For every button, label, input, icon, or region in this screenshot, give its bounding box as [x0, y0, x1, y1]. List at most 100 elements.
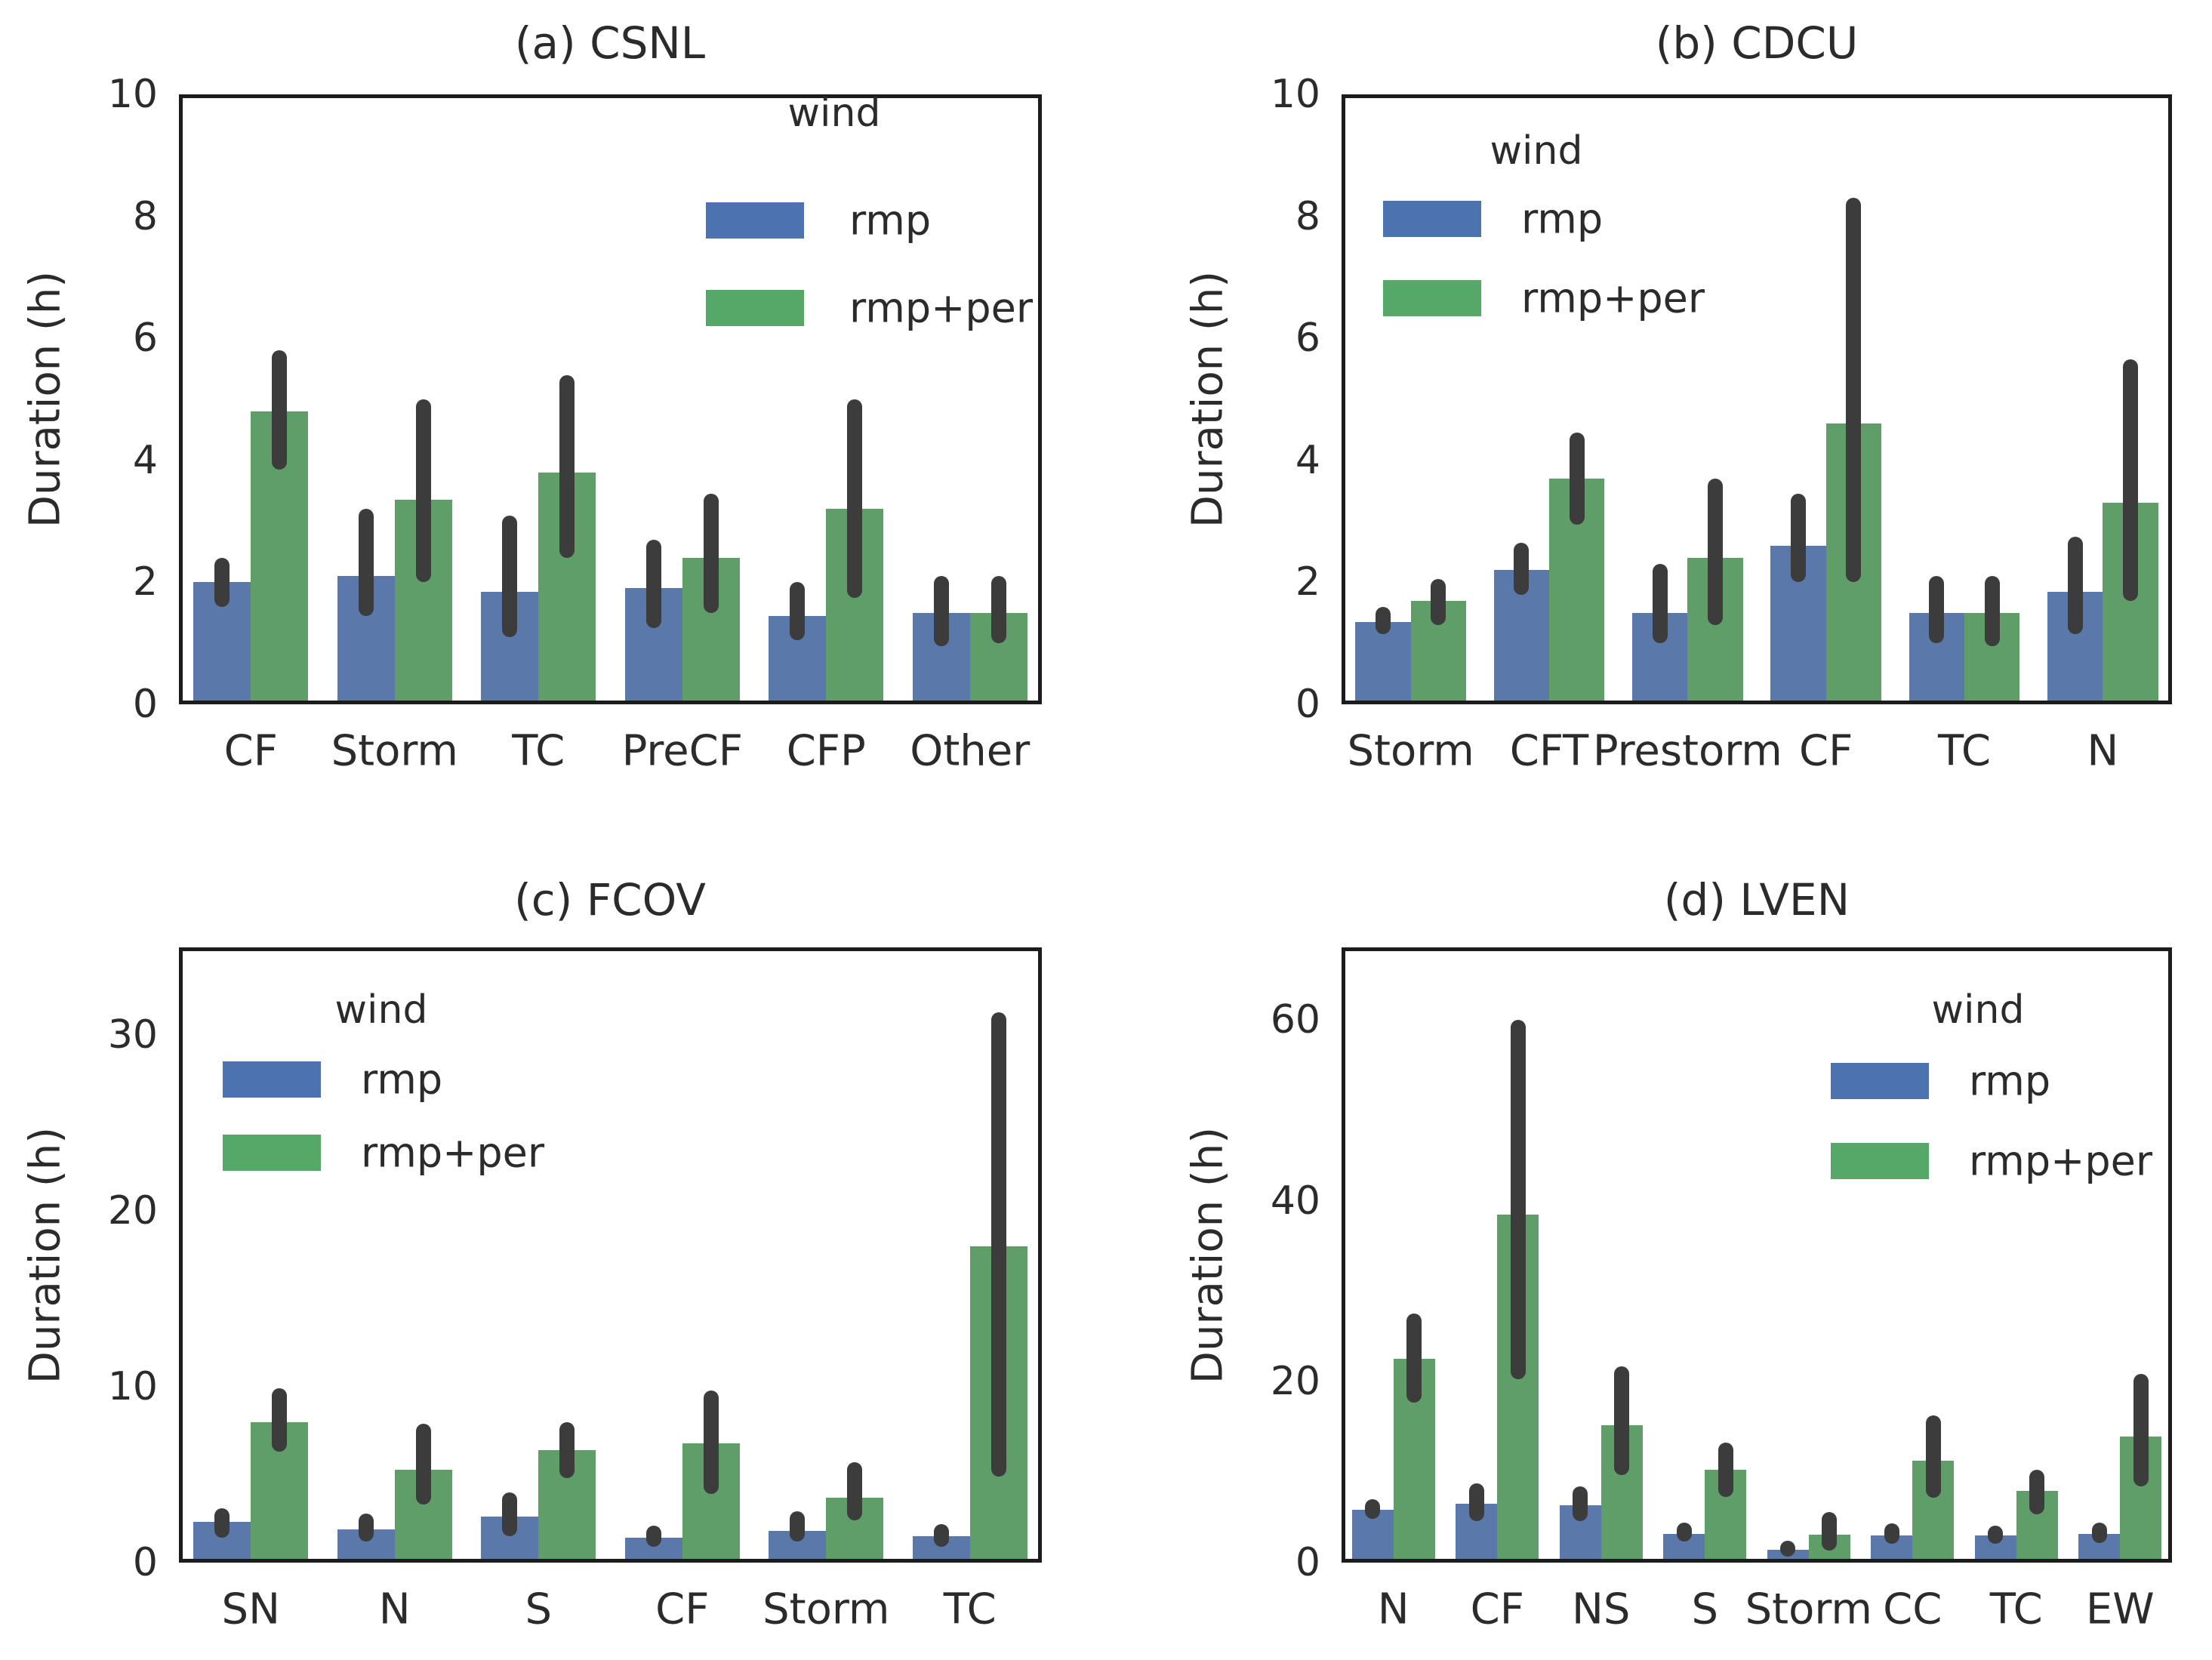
legend-title: wind	[334, 987, 428, 1033]
y-tick-label: 8	[132, 193, 158, 239]
legend-label-rmp+per: rmp+per	[361, 1129, 545, 1177]
x-tick-label: S	[1691, 1585, 1719, 1634]
y-tick-label: 0	[132, 682, 158, 727]
x-tick-label: N	[378, 1585, 411, 1634]
panel-c-title: (c) FCOV	[514, 874, 706, 925]
error-bar-rmp-TC	[933, 1523, 949, 1548]
error-bar-rmp-Storm	[1376, 606, 1391, 635]
y-tick-label: 30	[107, 1012, 158, 1058]
legend-swatch-rmp+per	[1383, 280, 1481, 316]
x-tick-label: N	[1377, 1585, 1409, 1634]
legend-label-rmp: rmp	[1969, 1057, 2051, 1105]
error-bar-rmp+per-TC	[2029, 1469, 2045, 1515]
error-bar-rmp+per-Storm	[415, 399, 431, 583]
error-bar-rmp-S	[1676, 1523, 1692, 1542]
error-bar-rmp+per-SN	[272, 1388, 288, 1452]
y-tick-label: 4	[132, 437, 158, 483]
x-tick-label: S	[525, 1585, 553, 1634]
error-bar-rmp+per-CF	[1510, 1019, 1526, 1379]
error-bar-rmp-CC	[1884, 1523, 1899, 1544]
legend-swatch-rmp	[706, 202, 804, 239]
x-tick-label: CFP	[786, 726, 866, 776]
legend-swatch-rmp	[223, 1061, 321, 1098]
x-tick-label: Storm	[331, 726, 458, 776]
y-tick-label: 10	[107, 72, 158, 117]
error-bar-rmp+per-CF	[1846, 198, 1862, 583]
y-tick-label: 20	[107, 1188, 158, 1234]
legend-title: wind	[787, 91, 881, 136]
legend-swatch-rmp+per	[223, 1135, 321, 1171]
panel-b-title: (b) CDCU	[1655, 17, 1859, 69]
x-tick-label: CF	[655, 1585, 710, 1634]
error-bar-rmp-Storm	[358, 509, 374, 616]
bar-rmp-Storm	[1355, 621, 1411, 704]
error-bar-rmp+per-CFT	[1569, 433, 1585, 525]
error-bar-rmp-TC	[1929, 576, 1945, 644]
panel-d-title: (d) LVEN	[1663, 874, 1850, 925]
panel-a-title: (a) CSNL	[514, 17, 706, 69]
error-bar-rmp-Prestorm	[1652, 564, 1668, 644]
legend-swatch-rmp+per	[706, 290, 804, 326]
error-bar-rmp+per-S	[559, 1421, 575, 1479]
error-bar-rmp+per-Storm	[1431, 579, 1446, 625]
x-tick-label: CC	[1883, 1585, 1942, 1634]
error-bar-rmp-CF	[645, 1526, 661, 1548]
error-bar-rmp-CFT	[1514, 542, 1530, 595]
error-bar-rmp+per-EW	[2133, 1373, 2149, 1487]
bar-rmp-N	[1351, 1510, 1394, 1563]
x-tick-label: EW	[2085, 1585, 2155, 1634]
legend-label-rmp+per: rmp+per	[1521, 274, 1705, 322]
x-tick-label: TC	[943, 1585, 997, 1634]
error-bar-rmp-S	[502, 1492, 518, 1537]
y-tick-label: 0	[132, 1540, 158, 1585]
y-tick-label: 20	[1270, 1359, 1320, 1405]
y-tick-label: 10	[1270, 72, 1320, 117]
x-tick-label: SN	[221, 1585, 280, 1634]
error-bar-rmp+per-CF	[703, 1390, 719, 1495]
legend-label-rmp+per: rmp+per	[1969, 1137, 2153, 1185]
error-bar-rmp+per-CFP	[847, 399, 863, 598]
legend-title: wind	[1490, 128, 1583, 174]
error-bar-rmp+per-TC	[1984, 576, 2000, 647]
x-tick-label: CF	[1799, 726, 1853, 776]
legend-swatch-rmp	[1383, 201, 1481, 237]
error-bar-rmp-N	[2067, 536, 2083, 635]
y-tick-label: 8	[1295, 193, 1320, 239]
error-bar-rmp-CF	[1791, 494, 1806, 583]
x-tick-label: Prestorm	[1592, 726, 1782, 776]
error-bar-rmp-CF	[1468, 1483, 1484, 1521]
legend-title: wind	[1931, 987, 2025, 1033]
x-tick-label: TC	[1937, 726, 1992, 776]
x-tick-label: Storm	[1745, 1585, 1872, 1634]
y-tick-label: 60	[1270, 996, 1320, 1043]
legend-label-rmp: rmp	[1521, 195, 1604, 243]
error-bar-rmp+per-Other	[990, 576, 1006, 644]
error-bar-rmp+per-CC	[1925, 1415, 1941, 1498]
error-bar-rmp+per-Storm	[1822, 1511, 1838, 1551]
y-tick-label: 0	[1295, 1540, 1320, 1585]
y-tick-label: 2	[1295, 559, 1320, 605]
x-tick-label: PreCF	[621, 726, 743, 776]
error-bar-rmp+per-S	[1718, 1442, 1733, 1497]
y-tick-label: 6	[132, 316, 158, 362]
y-tick-label: 2	[132, 559, 158, 605]
x-tick-label: N	[2087, 726, 2119, 776]
error-bar-rmp-Storm	[790, 1511, 806, 1542]
x-tick-label: TC	[1989, 1585, 2043, 1634]
error-bar-rmp+per-TC	[559, 374, 575, 559]
error-bar-rmp+per-CF	[272, 350, 288, 470]
error-bar-rmp+per-NS	[1614, 1366, 1630, 1475]
y-tick-label: 4	[1295, 437, 1320, 483]
y-tick-label: 40	[1270, 1178, 1320, 1224]
error-bar-rmp-SN	[214, 1508, 230, 1538]
error-bar-rmp-TC	[502, 515, 518, 638]
error-bar-rmp-Other	[933, 576, 949, 647]
error-bar-rmp+per-Prestorm	[1708, 479, 1723, 625]
error-bar-rmp+per-N	[415, 1424, 431, 1505]
error-bar-rmp-N	[1365, 1499, 1381, 1520]
legend-label-rmp: rmp	[361, 1055, 443, 1104]
